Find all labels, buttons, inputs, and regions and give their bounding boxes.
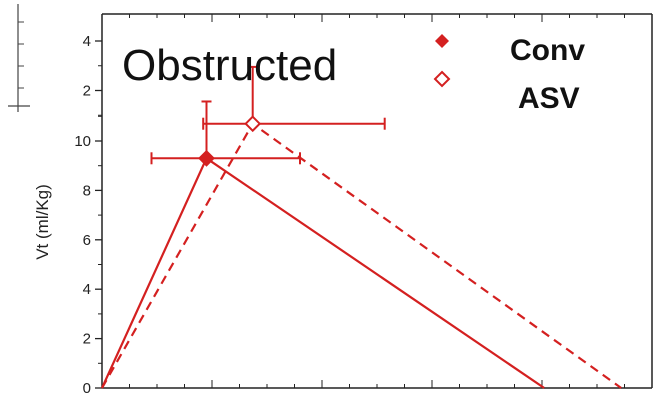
y-axis: 0 2 4 6 8 10 <box>74 115 102 397</box>
inset-y-tick-label-2: 2 <box>83 83 91 100</box>
series-line-conv <box>100 156 545 389</box>
legend: Conv ASV <box>433 34 585 115</box>
legend-label-conv: Conv <box>510 34 585 67</box>
series-layer <box>100 65 622 389</box>
y-axis-label: Vt (ml/Kg) <box>33 184 52 260</box>
y-tick-label-2: 2 <box>83 331 91 348</box>
data-point-asv-1 <box>244 115 262 133</box>
legend-label-asv: ASV <box>518 82 580 115</box>
y-tick-label-6: 6 <box>83 232 91 249</box>
y-tick-label-10: 10 <box>74 133 91 150</box>
inset-y-axis: 24 <box>8 4 102 116</box>
series-line-asv <box>101 122 622 389</box>
y-tick-label-4: 4 <box>83 281 91 298</box>
legend-marker-conv <box>435 34 449 48</box>
x-axis <box>101 14 653 388</box>
y-tick-label-8: 8 <box>83 182 91 199</box>
y-tick-label-0: 0 <box>83 380 91 397</box>
chart-annotation: Obstructed <box>122 41 337 90</box>
inset-y-tick-label-4: 4 <box>83 33 91 50</box>
data-point-conv-1 <box>198 149 215 167</box>
legend-marker-asv <box>433 70 451 88</box>
